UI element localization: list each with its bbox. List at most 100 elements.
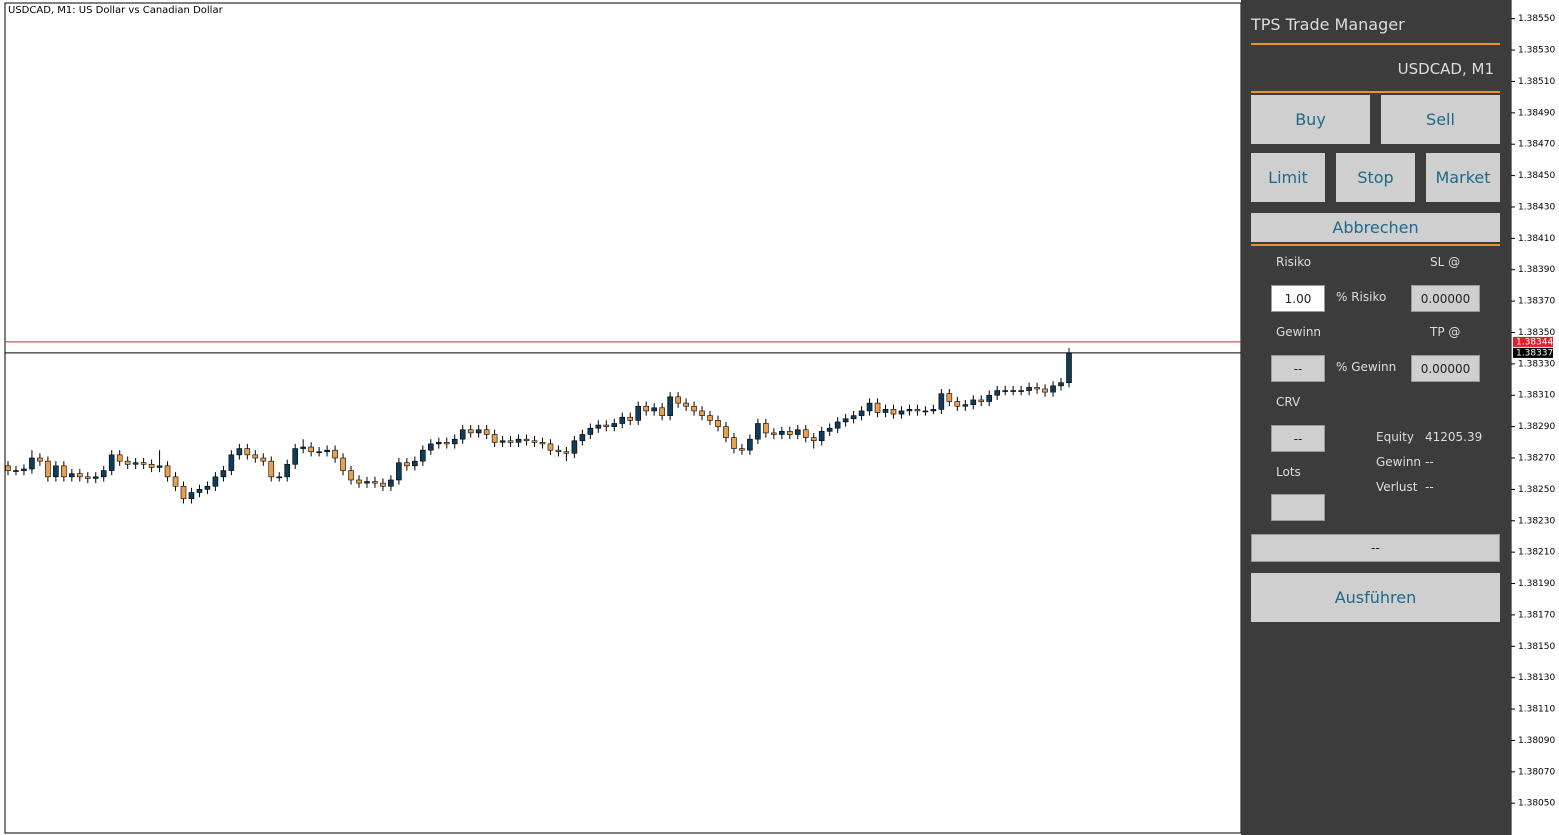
tp-input[interactable]: 0.00000 [1411,355,1480,382]
candle-body [954,401,961,407]
buy-button[interactable]: Buy [1251,95,1370,144]
y-tick-label: 1.38130 [1518,673,1555,683]
candle-body [220,470,227,478]
candle-body [555,449,562,453]
y-tick-label: 1.38470 [1518,140,1555,150]
candle-body [324,449,330,453]
candle-body [539,442,546,445]
candle-body [882,409,889,413]
loss-label: Verlust [1376,480,1418,494]
candle-body [435,442,442,445]
candle-body [1034,387,1040,390]
candle-body [651,407,657,412]
candle-body [1050,385,1056,393]
candle-body [364,481,370,484]
y-tick-label: 1.38150 [1518,642,1555,652]
candle-body [316,451,322,454]
equity-label: Equity [1376,430,1414,444]
candle-body [515,438,522,443]
candle-body [156,465,163,468]
profit-label: Gewinn [1276,325,1322,339]
candle-body [252,454,259,459]
candle-body [268,460,275,478]
sl-input[interactable]: 0.00000 [1411,285,1480,312]
risk-input[interactable]: 1.00 [1271,285,1325,312]
candle-body [356,479,362,484]
candle-body [978,399,985,402]
candle-body [874,402,881,413]
sell-button[interactable]: Sell [1381,95,1500,144]
candle-body [37,457,43,462]
candle-body [579,434,586,442]
candle-body [116,454,123,462]
stop-button[interactable]: Stop [1336,153,1415,202]
candle-body [475,429,482,434]
candle-body [930,409,937,412]
bid-label: 1.38337 [1516,348,1553,358]
divider [1251,91,1500,93]
candle-body [587,427,594,435]
y-tick-label: 1.38250 [1518,485,1555,495]
candle-body [428,443,434,451]
candle-body [5,465,11,471]
candle-body [842,418,849,423]
y-tick-label: 1.38110 [1518,705,1555,715]
symbol: USDCAD, M1 [1397,60,1494,78]
candle-body [1066,352,1072,383]
candle-body [659,407,665,416]
candle-body [794,429,801,435]
candle-body [13,470,19,472]
candle-body [451,438,458,445]
y-tick-label: 1.38390 [1518,265,1555,275]
bid-tag [1513,347,1553,358]
candle-body [244,448,251,456]
y-tick-label: 1.38210 [1518,548,1555,558]
candle-body [443,442,450,445]
candle-body [866,402,873,412]
y-tick-label: 1.38350 [1518,328,1555,338]
crv-input[interactable]: -- [1271,425,1325,452]
candle-body [53,465,59,478]
candle-body [132,462,139,465]
candle-body [380,482,386,487]
cancel-button[interactable]: Abbrechen [1251,213,1500,242]
candle-body [707,415,713,421]
candle-body [148,463,155,468]
status-bar: -- [1251,534,1500,562]
lots-input[interactable] [1271,494,1325,521]
equity-value: 41205.39 [1425,430,1483,444]
candle-body [412,460,418,467]
market-button[interactable]: Market [1426,153,1500,202]
gain-label: Gewinn [1376,455,1422,469]
candle-body [459,429,466,440]
candle-body [292,448,298,465]
execute-button[interactable]: Ausführen [1251,573,1500,622]
divider [1251,244,1500,246]
candle-body [420,449,426,462]
candle-body [922,410,929,413]
candle-body [850,415,857,420]
y-tick-label: 1.38410 [1518,234,1555,244]
candle-body [946,393,953,402]
candle-body [1042,388,1048,393]
limit-button[interactable]: Limit [1251,153,1325,202]
candle-body [228,454,235,471]
candle-body [100,470,107,478]
candle-body [69,473,75,478]
y-tick-label: 1.38070 [1518,767,1555,777]
y-tick-label: 1.38170 [1518,610,1555,620]
panel-title: TPS Trade Manager [1251,15,1405,34]
candle-body [388,479,394,487]
candle-body [914,409,921,412]
candle-body [970,399,977,405]
candle-body [603,424,610,427]
y-tick-label: 1.38550 [1518,14,1555,24]
y-tick-label: 1.38430 [1518,202,1555,212]
y-tick-label: 1.38530 [1518,46,1555,56]
profit-input[interactable]: -- [1271,355,1325,382]
divider [1251,43,1500,45]
candle-body [29,457,35,470]
candle-body [683,402,689,407]
y-tick-label: 1.38230 [1518,516,1555,526]
